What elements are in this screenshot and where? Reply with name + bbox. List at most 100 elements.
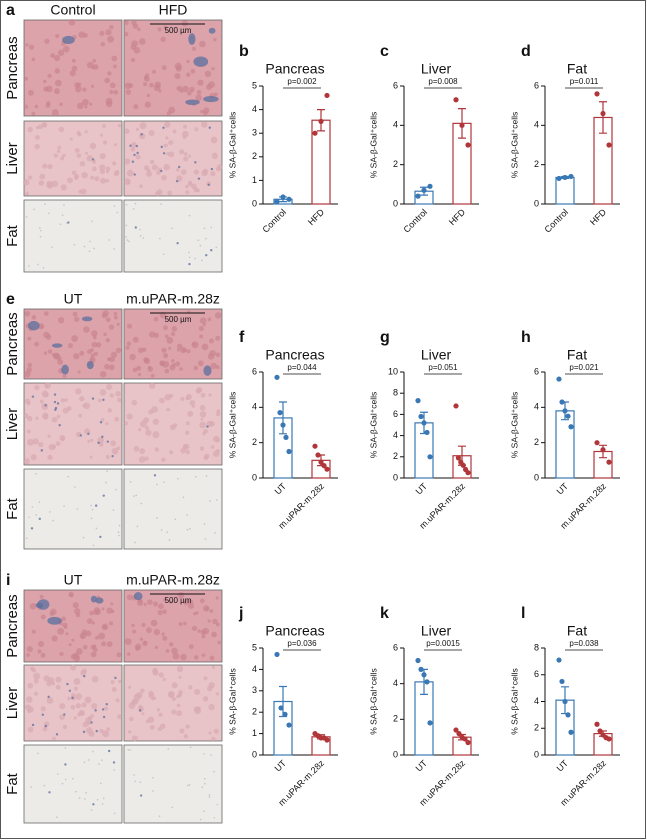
texture — [215, 499, 218, 501]
texture — [210, 445, 215, 449]
texture — [44, 38, 50, 44]
texture — [33, 678, 39, 684]
texture — [30, 786, 32, 788]
panel-letter: h — [521, 329, 531, 346]
data-point — [556, 175, 562, 182]
stain — [101, 435, 104, 439]
texture — [51, 246, 53, 248]
data-point — [415, 398, 421, 404]
y-tick-label: 4 — [252, 664, 257, 674]
texture — [176, 168, 180, 172]
texture — [167, 190, 173, 196]
stain — [53, 393, 57, 396]
y-tick-label: 4 — [252, 104, 257, 114]
texture — [152, 431, 160, 439]
texture — [172, 652, 180, 660]
texture — [62, 724, 68, 730]
texture — [152, 790, 154, 792]
stain — [210, 167, 214, 171]
texture — [176, 665, 184, 673]
texture — [28, 89, 34, 96]
texture — [111, 447, 119, 455]
texture — [72, 777, 74, 780]
texture — [161, 632, 165, 636]
texture — [56, 414, 61, 419]
texture — [39, 399, 44, 404]
texture — [100, 42, 106, 47]
texture — [105, 481, 107, 484]
texture — [117, 397, 122, 403]
texture — [146, 93, 151, 98]
texture — [134, 541, 136, 544]
stain — [133, 153, 136, 157]
texture — [56, 149, 61, 154]
texture — [25, 696, 33, 703]
texture — [188, 182, 192, 187]
data-point — [565, 712, 571, 718]
texture — [110, 351, 118, 358]
stain — [91, 158, 95, 161]
y-tick-label: 6 — [393, 80, 398, 90]
stain — [139, 794, 143, 797]
y-tick-label: 3 — [252, 685, 257, 695]
stain — [134, 226, 137, 229]
texture — [186, 59, 190, 64]
stain — [71, 696, 74, 700]
texture — [73, 716, 77, 720]
texture — [197, 239, 200, 242]
texture — [45, 384, 49, 388]
data-point — [559, 399, 565, 405]
stain — [87, 432, 90, 436]
column-label: UT — [64, 572, 83, 588]
texture — [80, 635, 84, 639]
column-label: Control — [50, 2, 95, 18]
texture — [144, 101, 151, 108]
data-point — [597, 728, 603, 734]
texture — [64, 398, 68, 402]
texture — [174, 62, 182, 70]
texture — [73, 316, 80, 322]
p-value: p=0.011 — [570, 77, 599, 86]
texture — [188, 783, 191, 786]
texture — [216, 438, 220, 443]
texture — [42, 414, 49, 420]
stain — [44, 724, 48, 728]
texture — [114, 416, 120, 422]
texture — [200, 109, 204, 114]
stain — [162, 126, 165, 129]
texture — [108, 357, 112, 361]
texture — [31, 629, 36, 634]
texture — [75, 693, 82, 700]
texture — [37, 263, 39, 266]
texture — [42, 726, 48, 732]
texture — [84, 105, 88, 109]
texture — [199, 334, 203, 339]
data-point — [278, 705, 284, 711]
texture — [203, 810, 205, 812]
y-axis-label: % SA-β-Gal⁺cells — [227, 668, 237, 735]
texture — [106, 727, 111, 731]
texture — [109, 24, 114, 30]
texture — [162, 635, 168, 641]
texture — [89, 455, 93, 459]
texture — [215, 622, 220, 627]
texture — [143, 417, 150, 424]
texture — [40, 614, 46, 620]
stain — [38, 517, 41, 521]
texture — [27, 126, 33, 133]
row-label: Liver — [4, 142, 21, 175]
data-point — [456, 731, 462, 737]
texture — [105, 338, 111, 343]
texture — [106, 384, 113, 391]
texture — [43, 784, 46, 787]
row-label: Pancreas — [4, 36, 21, 99]
texture — [158, 603, 164, 610]
data-point — [424, 429, 430, 436]
texture — [39, 227, 41, 230]
texture — [152, 69, 156, 74]
texture — [99, 389, 107, 396]
texture — [109, 89, 114, 95]
texture — [82, 87, 87, 92]
data-point — [465, 739, 471, 746]
y-tick-label: 4 — [393, 678, 398, 688]
